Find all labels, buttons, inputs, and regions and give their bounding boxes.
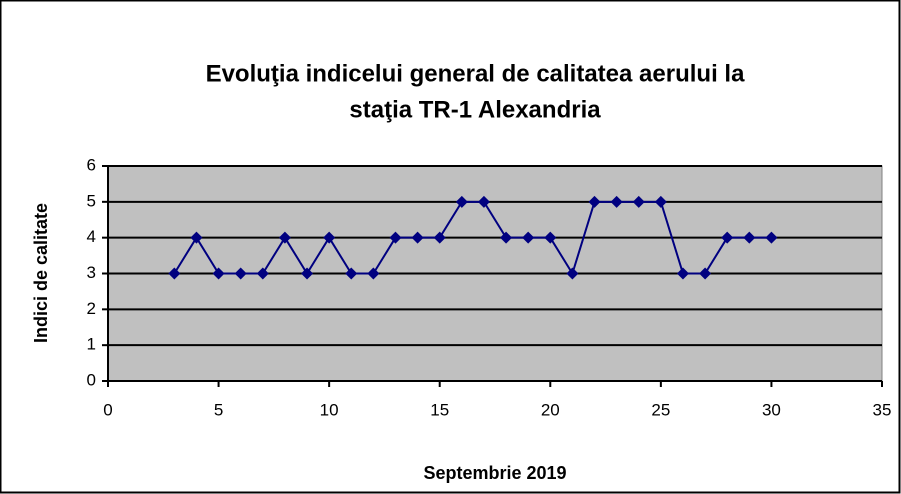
- point: [301, 267, 314, 280]
- point: [278, 231, 291, 244]
- point: [168, 267, 181, 280]
- x-axis-label: Septembrie 2019: [423, 463, 566, 483]
- x-tick-label: 15: [430, 400, 449, 419]
- point: [389, 231, 402, 244]
- point: [411, 231, 424, 244]
- point: [212, 267, 225, 280]
- chart-title: Evoluţia indicelui general de calitatea …: [206, 60, 746, 87]
- y-tick-label: 2: [87, 299, 96, 318]
- point: [610, 195, 623, 208]
- series-line: [173, 200, 772, 276]
- point: [256, 267, 269, 280]
- x-tick-label: 30: [762, 400, 781, 419]
- point: [477, 195, 490, 208]
- point: [721, 231, 734, 244]
- point: [699, 267, 712, 280]
- y-tick-label: 4: [87, 227, 96, 246]
- x-tick-label: 25: [651, 400, 670, 419]
- point: [743, 231, 756, 244]
- y-tick-label: 0: [87, 370, 96, 389]
- point: [654, 195, 667, 208]
- point: [588, 195, 601, 208]
- point: [234, 267, 247, 280]
- point: [190, 231, 203, 244]
- point: [566, 267, 579, 280]
- point: [676, 267, 689, 280]
- point: [345, 267, 358, 280]
- point: [765, 231, 778, 244]
- chart-title: staţia TR-1 Alexandria: [349, 96, 601, 123]
- x-tick-label: 10: [320, 400, 339, 419]
- point: [323, 231, 336, 244]
- point: [433, 231, 446, 244]
- y-tick-label: 3: [87, 263, 96, 282]
- x-tick-label: 35: [873, 400, 892, 419]
- x-tick-label: 20: [541, 400, 560, 419]
- point: [367, 267, 380, 280]
- y-tick-label: 1: [87, 335, 96, 354]
- y-axis-label: Indici de calitate: [31, 203, 51, 343]
- x-tick-label: 5: [214, 400, 223, 419]
- x-tick-label: 0: [103, 400, 112, 419]
- point: [522, 231, 535, 244]
- y-tick-label: 6: [87, 155, 96, 174]
- point: [455, 195, 468, 208]
- point: [544, 231, 557, 244]
- point: [632, 195, 645, 208]
- point: [500, 231, 513, 244]
- y-tick-label: 5: [87, 191, 96, 210]
